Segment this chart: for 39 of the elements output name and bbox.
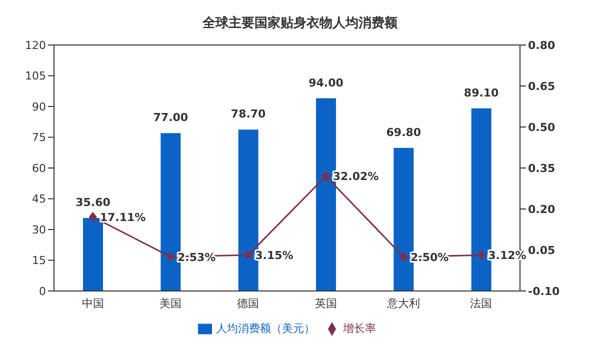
data-label: 17.11% [100,210,146,224]
y-tick-label: 120 [25,38,46,52]
point [166,252,174,262]
y-tick-label: 45 [32,192,46,206]
bar [83,218,103,291]
point [88,212,97,222]
data-label: 35.60 [76,196,111,210]
y2-tick-label: 0.20 [528,202,556,216]
data-label: 69.80 [386,126,422,139]
y-tick-label: 0 [39,284,46,298]
y2-tick-label: 0.05 [528,244,556,257]
x-tick-label: 意大利 [386,296,420,310]
y2-tick-label: 0.35 [528,162,556,175]
data-label: 78.70 [230,108,266,121]
y-tick-label: 60 [32,162,46,175]
x-tick-label: 德国 [237,296,260,310]
data-label: 77.00 [153,111,188,124]
y2-tick-label: 0.50 [528,120,556,134]
y2-tick-label: -0.10 [528,284,560,298]
y-tick-label: 75 [32,131,46,144]
point [322,171,330,182]
x-tick-label: 中国 [82,296,104,310]
legend-label: 人均消费额（美元） [216,322,315,335]
y-tick-label: 90 [32,100,46,114]
x-tick-label: 英国 [314,296,337,310]
y2-tick-label: 0.80 [528,38,556,52]
point [477,250,486,260]
x-tick-label: 美国 [160,296,182,310]
legend-label: 增长率 [343,322,376,335]
y2-tick-label: 0.65 [528,80,556,93]
data-label: 89.10 [464,86,500,100]
y-tick-label: 105 [25,70,46,83]
y-tick-label: 30 [32,223,46,236]
x-tick-label: 法国 [470,296,492,310]
data-label: 94.00 [308,76,344,90]
point [244,250,252,260]
chart-title: 全球主要国家贴身衣物人均消费额 [202,14,398,33]
point [400,252,408,262]
y-tick-label: 15 [32,254,46,268]
